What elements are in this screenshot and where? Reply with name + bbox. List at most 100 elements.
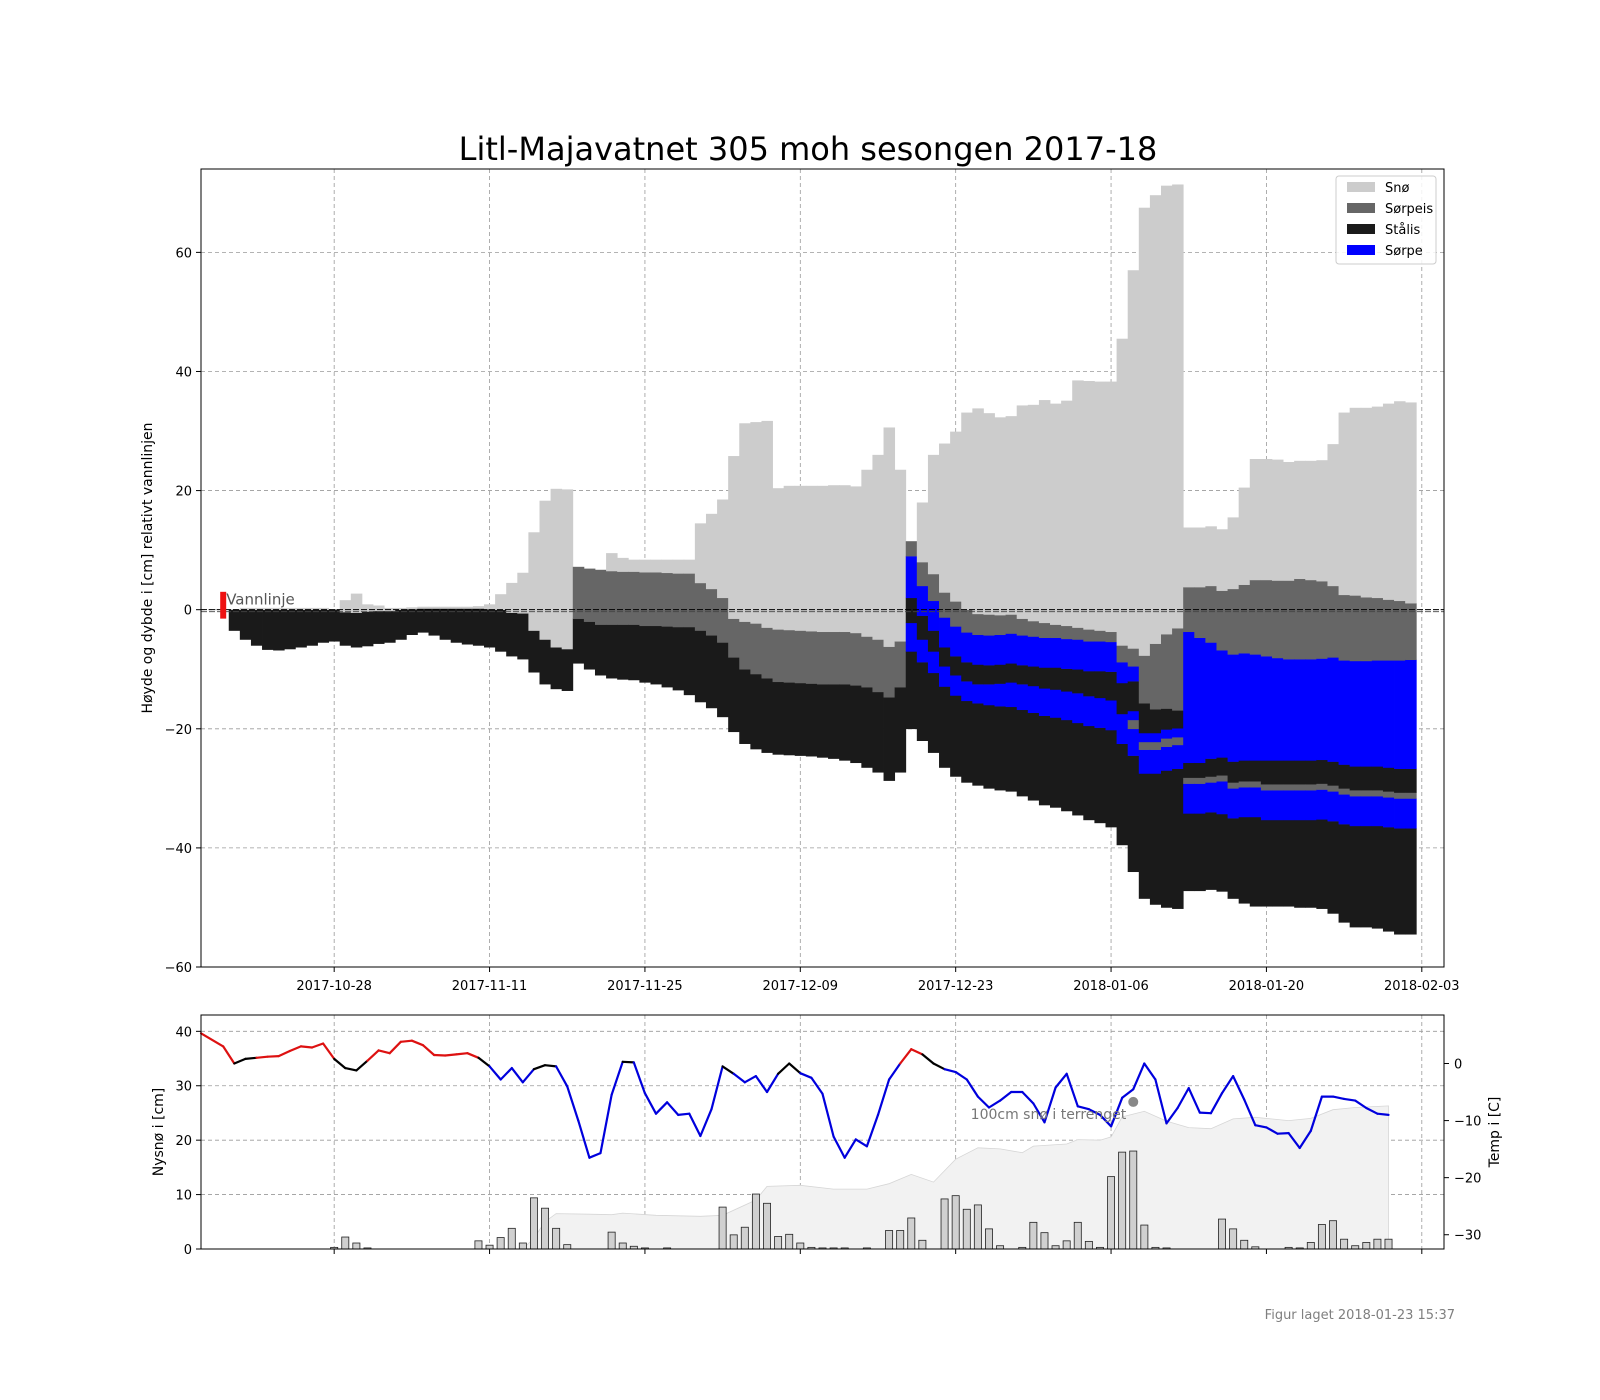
temperature-segment bbox=[832, 1135, 846, 1159]
layer-stalis-bar bbox=[1038, 715, 1051, 806]
temperature-segment bbox=[344, 1066, 358, 1072]
layer-sorpe-bar bbox=[905, 556, 918, 599]
layer-stalis-bar bbox=[1338, 764, 1351, 789]
layer-sno-bar bbox=[472, 606, 485, 609]
layer-sorpe-bar bbox=[994, 634, 1007, 665]
layer-stalis-bar bbox=[1027, 712, 1040, 801]
newsnow-bar bbox=[796, 1242, 805, 1250]
layer-stalis-bar bbox=[1149, 709, 1162, 734]
temperature-segment bbox=[921, 1053, 935, 1065]
layer-sorpe-bar bbox=[1316, 658, 1328, 761]
layer-sno-bar bbox=[950, 431, 962, 602]
layer-stalis-bar bbox=[739, 669, 751, 744]
layer-sno-bar bbox=[1394, 401, 1406, 602]
layer-sno-bar bbox=[1349, 407, 1362, 596]
temperature-segment bbox=[455, 1052, 469, 1056]
layer-stalis-bar bbox=[927, 672, 940, 753]
temperature-segment bbox=[1265, 1126, 1279, 1135]
layer-sorpeis-bar bbox=[1172, 628, 1184, 711]
temperature-segment bbox=[965, 1078, 980, 1098]
temperature-segment bbox=[1331, 1095, 1346, 1101]
layer-sorpe-bar bbox=[1382, 660, 1395, 768]
layer-stalis-bar bbox=[772, 681, 785, 755]
layer-sorpe-bar bbox=[1116, 713, 1129, 744]
layer-stalis-bar bbox=[961, 662, 973, 682]
layer-stalis-bar bbox=[495, 609, 507, 652]
temperature-segment bbox=[765, 1072, 780, 1094]
layer-stalis-bar bbox=[1127, 681, 1140, 712]
layer-sno-bar bbox=[739, 423, 751, 622]
layer-stalis-bar bbox=[450, 608, 463, 643]
layer-stalis-bar bbox=[839, 684, 851, 761]
layer-sorpeis-bar bbox=[1127, 648, 1140, 667]
layer-stalis-bar bbox=[572, 618, 585, 664]
layer-sorpe-bar bbox=[1016, 635, 1029, 666]
layer-stalis-bar bbox=[1061, 719, 1073, 812]
layer-sorpe-bar bbox=[950, 626, 962, 657]
layer-stalis-bar bbox=[717, 642, 729, 718]
layer-sno-bar bbox=[939, 443, 951, 593]
layer-stalis-bar bbox=[1283, 760, 1295, 785]
layer-sorpe-bar bbox=[1194, 783, 1206, 814]
temperature-segment bbox=[377, 1049, 391, 1055]
newsnow-bar bbox=[1073, 1221, 1082, 1250]
layer-sno-bar bbox=[561, 489, 574, 650]
layer-sorpe-bar bbox=[1294, 790, 1306, 821]
temperature-segment bbox=[665, 1101, 680, 1117]
layer-sno-bar bbox=[1138, 207, 1151, 656]
temperature-segment bbox=[654, 1101, 669, 1115]
layer-sorpe-bar bbox=[1382, 797, 1395, 828]
layer-sorpeis-bar bbox=[705, 588, 718, 636]
layer-stalis-bar bbox=[284, 609, 296, 650]
layer-stalis-bar bbox=[606, 624, 618, 679]
temperature-segment bbox=[1043, 1086, 1057, 1124]
newsnow-bar bbox=[1084, 1240, 1093, 1250]
temperature-segment bbox=[1365, 1106, 1379, 1115]
newsnow-bar bbox=[496, 1237, 505, 1250]
layer-sno-bar bbox=[894, 469, 907, 642]
layer-sno-bar bbox=[850, 486, 862, 634]
layer-sno-bar bbox=[672, 559, 685, 574]
y-tick-label: −20 bbox=[165, 723, 192, 738]
layer-sorpeis-bar bbox=[972, 613, 984, 635]
layer-sorpe-bar bbox=[1138, 732, 1151, 743]
layer-sorpeis-bar bbox=[739, 621, 751, 670]
layer-stalis-bar bbox=[1116, 743, 1129, 846]
temperature-segment bbox=[776, 1062, 791, 1075]
temperature-segment bbox=[887, 1062, 902, 1081]
layer-stalis-bar bbox=[1371, 825, 1384, 929]
temperature-segment bbox=[1054, 1072, 1068, 1089]
x-tick-label: 2018-01-06 bbox=[1073, 979, 1149, 994]
layer-stalis-bar bbox=[594, 624, 607, 676]
layer-stalis-bar bbox=[1061, 668, 1073, 692]
layer-sorpeis-bar bbox=[1138, 655, 1151, 704]
newsnow-bar bbox=[1062, 1240, 1071, 1250]
layer-stalis-bar bbox=[339, 612, 352, 646]
temperature-segment bbox=[322, 1042, 336, 1061]
layer-sorpeis-bar bbox=[805, 631, 818, 684]
layer-sno-bar bbox=[1072, 380, 1084, 628]
layer-sorpeis-bar bbox=[1027, 621, 1040, 637]
layer-sorpe-bar bbox=[1094, 641, 1106, 672]
layer-sorpe-bar bbox=[1227, 654, 1240, 762]
layer-sorpeis-bar bbox=[661, 572, 674, 627]
layer-sorpeis-bar bbox=[1360, 597, 1373, 662]
x-tick-label: 2018-02-03 bbox=[1384, 979, 1460, 994]
layer-sorpe-bar bbox=[1105, 700, 1117, 731]
layer-sorpe-bar bbox=[1316, 789, 1328, 820]
layer-sno-bar bbox=[395, 607, 407, 610]
newsnow-bar bbox=[885, 1230, 894, 1250]
layer-stalis-bar bbox=[905, 597, 918, 624]
layer-stalis-bar bbox=[1072, 669, 1084, 694]
temperature-segment bbox=[976, 1095, 991, 1109]
snow-depth-marker bbox=[1128, 1096, 1139, 1107]
temp-axis-label: Temp i [C] bbox=[1487, 1097, 1503, 1169]
layer-sorpe-bar bbox=[1271, 790, 1284, 821]
legend-swatch bbox=[1347, 224, 1375, 234]
layer-stalis-bar bbox=[1394, 828, 1406, 935]
layer-sorpe-bar bbox=[1116, 662, 1129, 684]
layer-sorpeis-bar bbox=[1116, 645, 1129, 663]
temperature-segment bbox=[355, 1059, 369, 1072]
newsnow-bar bbox=[1218, 1218, 1226, 1250]
layer-stalis-bar bbox=[528, 630, 540, 673]
